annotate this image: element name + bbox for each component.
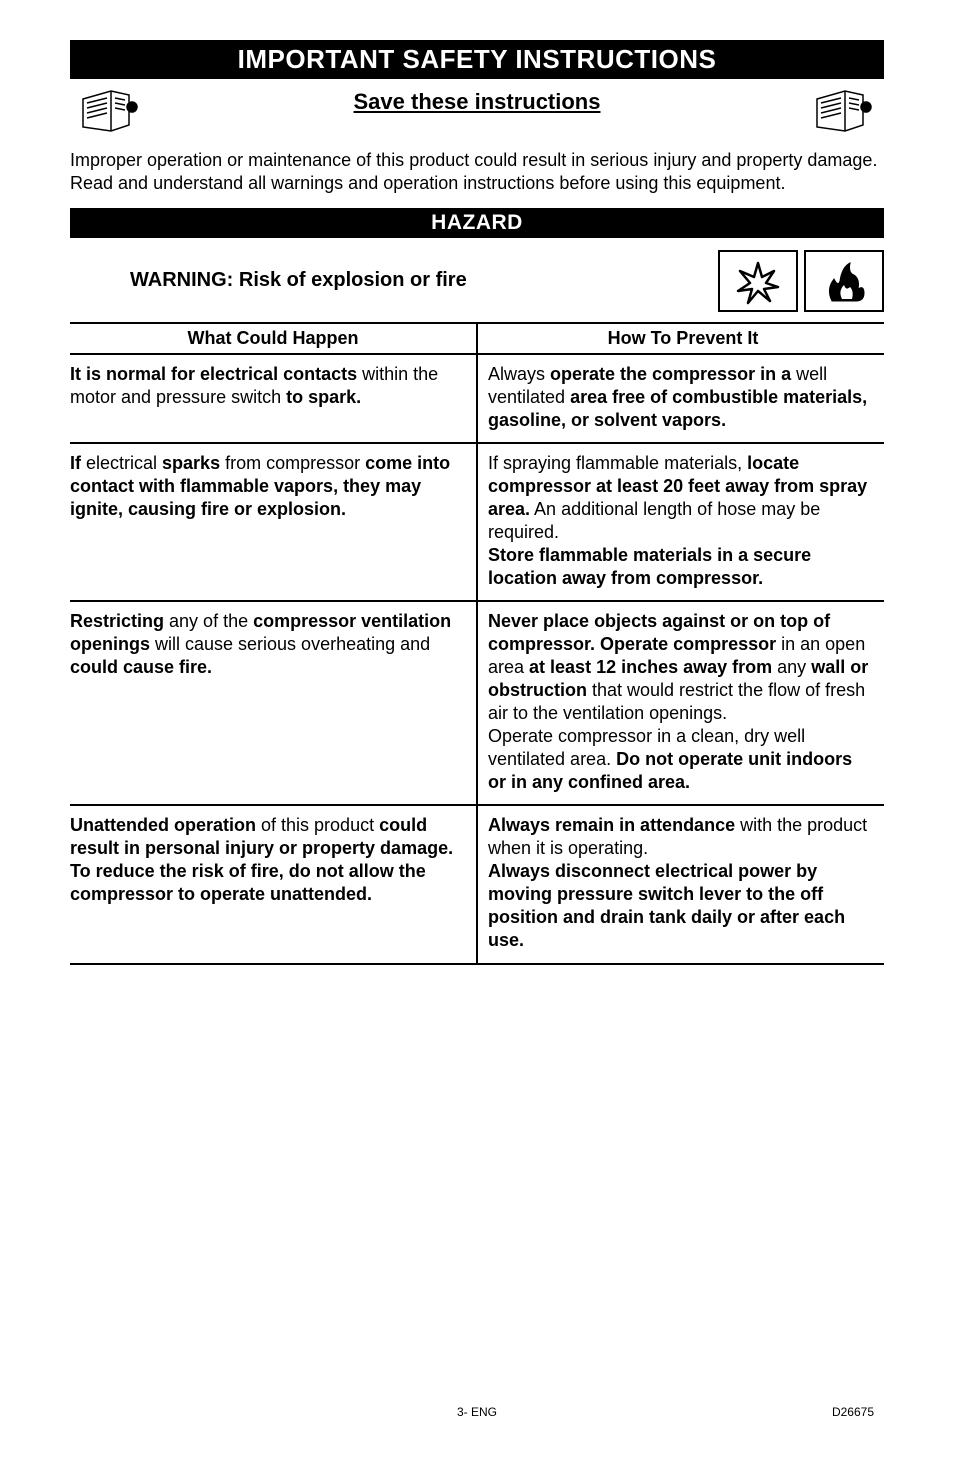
- manual-left-icon: [70, 85, 150, 139]
- intro-text: Improper operation or maintenance of thi…: [70, 145, 884, 208]
- table-cell: Always remain in attendance with the pro…: [477, 805, 884, 963]
- explosion-icon: [718, 250, 798, 312]
- hazard-table: What Could Happen How To Prevent It It i…: [70, 322, 884, 965]
- table-cell: It is normal for electrical contacts wit…: [70, 354, 477, 443]
- footer-doc-id: D26675: [609, 1405, 874, 1419]
- page-footer: 3- ENG D26675: [70, 965, 884, 1419]
- subheader-row: Save these instructions: [70, 79, 884, 145]
- table-cell: If spraying flammable materials, locate …: [477, 443, 884, 601]
- table-cell: Restricting any of the compressor ventil…: [70, 601, 477, 805]
- warning-icons: [718, 250, 884, 312]
- table-cell: Unattended operation of this product cou…: [70, 805, 477, 963]
- table-cell: If electrical sparks from compressor com…: [70, 443, 477, 601]
- footer-left: [80, 1405, 345, 1419]
- main-banner: IMPORTANT SAFETY INSTRUCTIONS: [70, 40, 884, 79]
- page: IMPORTANT SAFETY INSTRUCTIONS Save these…: [0, 0, 954, 1459]
- manual-right-icon: [804, 85, 884, 139]
- table-cell: Never place objects against or on top of…: [477, 601, 884, 805]
- table-row: It is normal for electrical contacts wit…: [70, 354, 884, 443]
- table-cell: Always operate the compressor in a well …: [477, 354, 884, 443]
- subheader-title: Save these instructions: [150, 85, 804, 115]
- fire-icon: [804, 250, 884, 312]
- hazard-banner: HAZARD: [70, 208, 884, 238]
- table-row: If electrical sparks from compressor com…: [70, 443, 884, 601]
- table-header-left: What Could Happen: [70, 323, 477, 354]
- warning-row: WARNING: Risk of explosion or fire: [70, 238, 884, 322]
- table-row: Unattended operation of this product cou…: [70, 805, 884, 963]
- footer-page-number: 3- ENG: [345, 1405, 610, 1419]
- table-row: Restricting any of the compressor ventil…: [70, 601, 884, 805]
- warning-heading: WARNING: Risk of explosion or fire: [70, 269, 467, 292]
- table-header-right: How To Prevent It: [477, 323, 884, 354]
